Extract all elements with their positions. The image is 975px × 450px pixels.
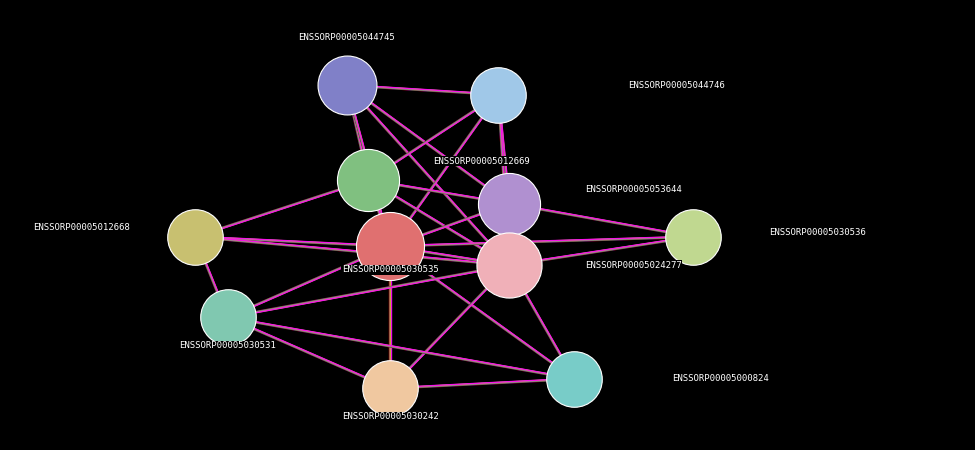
Text: ENSSORP00005030242: ENSSORP00005030242: [341, 412, 439, 421]
Point: [219, 314, 235, 321]
Text: ENSSORP00005024277: ENSSORP00005024277: [585, 261, 682, 270]
Text: ENSSORP00005044745: ENSSORP00005044745: [298, 33, 395, 42]
Text: ENSSORP00005053644: ENSSORP00005053644: [585, 185, 682, 194]
Point: [339, 81, 355, 89]
Text: ENSSORP00005044746: ENSSORP00005044746: [628, 81, 725, 90]
Point: [501, 261, 517, 269]
Text: ENSSORP00005030531: ENSSORP00005030531: [179, 341, 276, 350]
Point: [490, 91, 506, 99]
Text: ENSSORP00005000824: ENSSORP00005000824: [672, 374, 768, 383]
Point: [187, 233, 203, 240]
Text: ENSSORP00005030536: ENSSORP00005030536: [769, 228, 866, 237]
Point: [501, 200, 517, 207]
Point: [382, 243, 398, 250]
Point: [382, 385, 398, 392]
Text: ENSSORP00005030535: ENSSORP00005030535: [341, 266, 439, 274]
Text: ENSSORP00005012668: ENSSORP00005012668: [33, 223, 130, 232]
Point: [566, 375, 582, 382]
Point: [361, 176, 376, 184]
Point: [685, 233, 701, 240]
Text: ENSSORP00005012669: ENSSORP00005012669: [433, 157, 530, 166]
